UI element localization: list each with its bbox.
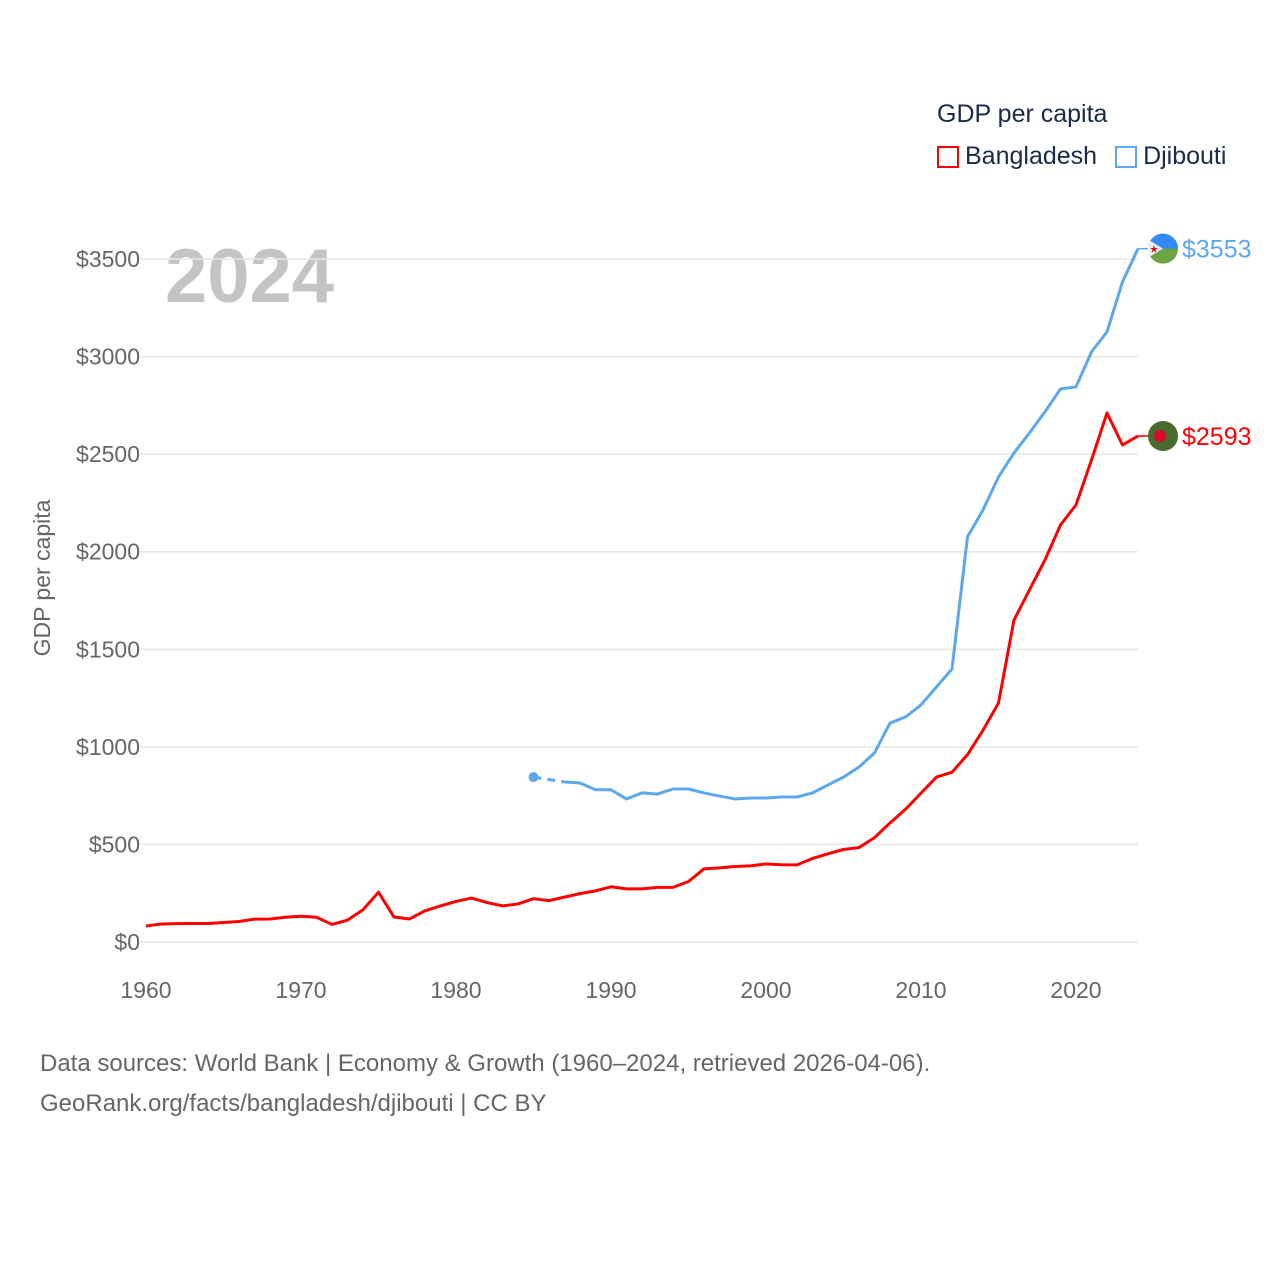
legend-item-bangladesh[interactable]: Bangladesh: [937, 142, 1097, 171]
end-value-label-djibouti: $3553: [1182, 236, 1252, 264]
footer-sources: Data sources: World Bank | Economy & Gro…: [40, 1050, 931, 1077]
series-line-djibouti: [564, 248, 1140, 801]
legend-swatch-bangladesh: [937, 145, 959, 168]
footer: Data sources: World Bank | Economy & Gro…: [40, 1044, 930, 1124]
year-watermark: 2024: [165, 234, 334, 319]
djibouti-flag-triangle: [1147, 240, 1163, 257]
legend-label-bangladesh: Bangladesh: [965, 142, 1098, 170]
y-tick-label: $2000: [76, 539, 140, 565]
x-tick-label: 1990: [585, 977, 636, 1003]
x-tick-label: 1970: [275, 977, 326, 1003]
x-tick-label: 2000: [740, 977, 791, 1003]
legend-item-djibouti[interactable]: Djibouti: [1115, 142, 1226, 171]
y-axis-title: GDP per capita: [29, 499, 55, 656]
x-tick-label: 2010: [895, 977, 946, 1003]
series-line-djibouti-dashed: [533, 775, 565, 784]
legend-label-djibouti: Djibouti: [1143, 142, 1227, 170]
series-start-point-djibouti: [528, 772, 539, 783]
x-tick-label: 1960: [120, 977, 171, 1003]
djibouti-flag-star: ★: [1150, 245, 1159, 256]
y-tick-label: $0: [114, 929, 140, 955]
end-value-label-bangladesh: $2593: [1182, 423, 1252, 451]
y-tick-label: $1000: [76, 734, 140, 760]
footer-link[interactable]: GeoRank.org/facts/bangladesh/djibouti | …: [40, 1090, 547, 1117]
legend: Bangladesh Djibouti: [937, 142, 1226, 171]
bangladesh-flag-disc: [1154, 429, 1166, 442]
y-tick-label: $3000: [76, 344, 140, 370]
y-tick-label: $3500: [76, 246, 140, 272]
x-tick-label: 2020: [1050, 977, 1101, 1003]
y-tick-label: $500: [89, 831, 140, 857]
x-tick-label: 1980: [430, 977, 481, 1003]
y-tick-label: $1500: [76, 636, 140, 662]
legend-swatch-djibouti: [1115, 145, 1138, 168]
series-line-bangladesh: [145, 411, 1139, 928]
legend-title: GDP per capita: [937, 100, 1108, 128]
y-tick-label: $2500: [76, 441, 140, 467]
